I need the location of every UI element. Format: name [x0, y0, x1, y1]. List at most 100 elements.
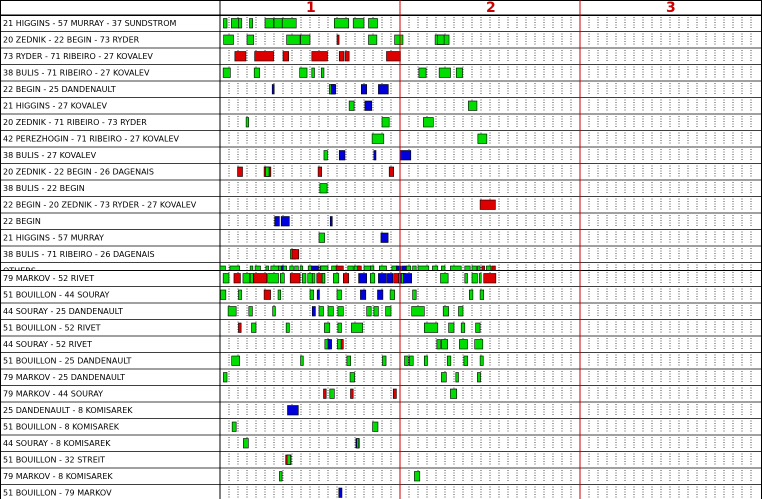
shift-bar-even	[245, 117, 249, 128]
shift-bar-pk	[287, 405, 299, 416]
shift-bar-even	[320, 67, 325, 78]
shift-bar-even	[349, 372, 355, 383]
row-label: 51 BOUILLON - 8 KOMISAREK	[3, 423, 120, 432]
row-label: 22 BEGIN	[3, 217, 41, 226]
shift-bar-pk	[311, 306, 316, 317]
shift-bar-even	[267, 273, 279, 284]
period-label-1: 1	[306, 0, 316, 16]
shift-bar-even	[475, 322, 481, 333]
shift-bar-pp	[483, 273, 497, 284]
row-label: 44 SOURAY - 52 RIVET	[3, 340, 92, 349]
shift-bar-even	[281, 18, 297, 29]
shift-bar-even	[323, 150, 328, 161]
row-label: 79 MARKOV - 52 RIVET	[3, 274, 94, 283]
shift-bar-pk	[378, 273, 387, 284]
shift-bar-even	[222, 67, 231, 78]
shift-bar-even	[337, 322, 342, 333]
shift-bar-even	[458, 306, 464, 317]
shift-bar-even	[463, 355, 468, 366]
shift-bar-even	[369, 273, 376, 284]
shift-bar-pk	[338, 487, 343, 498]
shift-bar-pp	[350, 388, 354, 399]
shift-bar-even	[279, 273, 285, 284]
shift-bar-even	[307, 273, 313, 284]
shift-bar-pp	[392, 388, 397, 399]
shift-bar-even	[309, 289, 314, 300]
shift-bar-even	[436, 339, 441, 350]
shift-bar-even	[352, 18, 365, 29]
shift-bar-pk	[377, 289, 384, 300]
shift-bar-pp	[344, 51, 350, 62]
shift-bar-even	[300, 34, 311, 45]
shift-bar-even	[450, 388, 457, 399]
shift-bar-pk	[380, 232, 389, 243]
shift-bar-even	[286, 454, 291, 465]
period-label-3: 3	[666, 0, 676, 16]
shift-bar-even	[231, 421, 237, 432]
shift-bar-pp	[233, 273, 241, 284]
shift-bar-even	[479, 355, 484, 366]
shift-bar-pk	[338, 150, 346, 161]
row-label: 20 ZEDNIK - 71 RIBEIRO - 73 RYDER	[3, 118, 147, 127]
period-label-2: 2	[486, 0, 496, 16]
shift-bar-even	[371, 133, 385, 144]
shift-bar-pk	[373, 150, 377, 161]
shift-bar-even	[404, 355, 409, 366]
shift-bar-even	[329, 388, 335, 399]
shift-bar-even	[460, 322, 466, 333]
shift-bar-pk	[360, 289, 367, 300]
shift-bar-even	[318, 232, 325, 243]
shift-bar-even	[318, 306, 324, 317]
row-label: 51 BOUILLON - 32 STREIT	[3, 456, 105, 465]
shift-bar-even	[411, 306, 425, 317]
shift-bar-pp	[254, 51, 274, 62]
shift-bar-even	[455, 67, 463, 78]
shift-bar-even	[248, 306, 253, 317]
shift-bar-even	[243, 438, 249, 449]
shift-bar-even	[471, 273, 478, 284]
row-label: 38 BULIS - 22 BEGIN	[3, 184, 85, 193]
row-label: 73 RYDER - 71 RIBEIRO - 27 KOVALEV	[3, 52, 153, 61]
shift-bar-even	[249, 18, 253, 29]
row-label: 79 MARKOV - 44 SOURAY	[3, 390, 103, 399]
shift-bar-pp	[311, 51, 328, 62]
shift-bar-pk	[316, 289, 320, 300]
shift-bar-even	[300, 355, 304, 366]
shift-bar-pp	[342, 273, 349, 284]
shift-bar-even	[442, 306, 449, 317]
shift-bar-pp	[263, 289, 271, 300]
shift-bar-even	[227, 306, 237, 317]
shift-bar-even	[286, 34, 301, 45]
shift-bar-pk	[364, 100, 373, 111]
row-label: 51 BOUILLON - 44 SOURAY	[3, 291, 110, 300]
shift-bar-even	[372, 421, 379, 432]
shift-bar-pp	[323, 388, 327, 399]
shift-bar-even	[285, 322, 290, 333]
shift-bar-even	[455, 372, 459, 383]
shift-bar-even	[438, 67, 451, 78]
shift-bar-even	[477, 372, 481, 383]
shift-bar-even	[479, 289, 485, 300]
shift-bar-even	[356, 438, 360, 449]
row-label: 79 MARKOV - 8 KOMISAREK	[3, 472, 113, 481]
row-label: 79 MARKOV - 25 DANDENAULT	[3, 373, 125, 382]
shift-bar-even	[249, 273, 254, 284]
shift-bar-even	[302, 273, 307, 284]
row-label: 25 DANDENAULT - 8 KOMISAREK	[3, 406, 133, 415]
shift-bar-even	[324, 322, 331, 333]
row-label: 22 BEGIN - 20 ZEDNIK - 73 RYDER - 27 KOV…	[3, 201, 197, 210]
shift-bar-even	[238, 289, 242, 300]
shift-bar-pp	[253, 273, 268, 284]
shift-bar-even	[273, 18, 283, 29]
shift-bar-even	[337, 306, 344, 317]
shift-bar-pk	[329, 216, 333, 227]
shift-bar-pp	[388, 166, 395, 177]
shift-bar-even	[321, 273, 326, 284]
shift-bar-even	[246, 34, 255, 45]
shift-bar-pk	[274, 216, 280, 227]
shift-bar-even	[441, 339, 448, 350]
shift-bar-even	[336, 289, 342, 300]
shift-bar-even	[253, 67, 260, 78]
shift-bar-pk	[327, 339, 332, 350]
